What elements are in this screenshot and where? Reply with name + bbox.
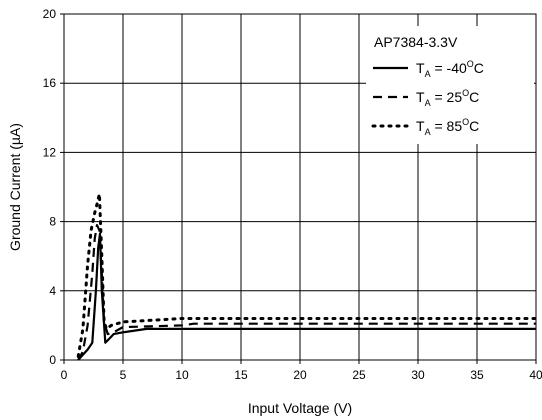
legend-superscript: O xyxy=(462,117,469,127)
legend-t: T xyxy=(416,89,425,105)
x-axis-ticks: 0 5 10 15 20 25 30 35 40 xyxy=(61,360,542,382)
legend-superscript: O xyxy=(462,88,469,98)
legend-unit: C xyxy=(469,118,479,134)
legend-t: T xyxy=(416,60,425,76)
y-axis-ticks: 0 4 8 12 16 20 xyxy=(43,7,64,367)
x-tick-label: 10 xyxy=(175,368,189,382)
series-line xyxy=(77,232,536,361)
x-tick-label: 25 xyxy=(352,368,366,382)
legend-eq: = 25 xyxy=(431,89,463,105)
series-lines xyxy=(76,192,538,361)
x-tick-label: 20 xyxy=(293,368,307,382)
legend-label: TA = 25OC xyxy=(416,88,479,108)
x-tick-label: 30 xyxy=(411,368,425,382)
x-tick-label: 35 xyxy=(470,368,484,382)
y-tick-label: 8 xyxy=(49,215,56,229)
legend-title: AP7384-3.3V xyxy=(374,34,458,50)
y-tick-label: 16 xyxy=(43,76,57,90)
series-line xyxy=(77,224,536,361)
y-tick-label: 20 xyxy=(43,7,57,21)
series-line xyxy=(76,192,538,358)
legend-subscript: A xyxy=(425,98,431,108)
y-tick-label: 0 xyxy=(49,353,56,367)
x-axis-title: Input Voltage (V) xyxy=(248,400,352,416)
legend-subscript: A xyxy=(425,69,431,79)
x-tick-label: 15 xyxy=(234,368,248,382)
legend-eq: = -40 xyxy=(431,60,467,76)
legend-label: TA = 85OC xyxy=(416,117,479,137)
legend-t: T xyxy=(416,118,425,134)
x-tick-label: 5 xyxy=(120,368,127,382)
legend-subscript: A xyxy=(425,127,431,137)
legend-unit: C xyxy=(474,60,484,76)
y-tick-label: 12 xyxy=(43,145,57,159)
legend-unit: C xyxy=(469,89,479,105)
x-tick-label: 40 xyxy=(529,368,542,382)
y-tick-label: 4 xyxy=(49,284,56,298)
legend-label: TA = -40OC xyxy=(416,59,484,79)
legend-eq: = 85 xyxy=(431,118,463,134)
legend-superscript: O xyxy=(467,59,474,69)
x-tick-label: 0 xyxy=(61,368,68,382)
y-axis-title: Ground Current (µA) xyxy=(7,123,23,251)
legend-background xyxy=(366,26,534,144)
